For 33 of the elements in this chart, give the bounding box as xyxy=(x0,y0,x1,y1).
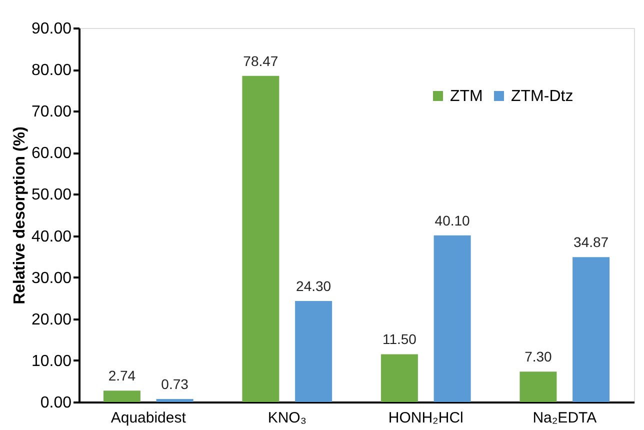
y-tick-label: 50.00 xyxy=(31,186,72,204)
data-label: 7.30 xyxy=(524,348,552,365)
legend-label: ZTM-Dtz xyxy=(511,88,574,105)
data-label: 24.30 xyxy=(296,278,332,294)
bar xyxy=(434,235,471,402)
y-tick-label: 80.00 xyxy=(31,62,72,80)
y-tick-label: 30.00 xyxy=(31,270,72,287)
y-tick-label: 60.00 xyxy=(31,145,72,162)
data-label: 11.50 xyxy=(382,331,417,348)
y-tick-label: 0.00 xyxy=(40,394,72,412)
data-label: 40.10 xyxy=(434,212,470,228)
y-tick-label: 10.00 xyxy=(31,352,72,370)
data-label: 0.73 xyxy=(161,376,189,392)
bar xyxy=(156,398,194,402)
y-tick-label: 90.00 xyxy=(31,20,72,38)
bar xyxy=(572,257,610,402)
x-tick-label: Na₂EDTA xyxy=(532,410,597,426)
y-tick-label: 20.00 xyxy=(31,311,72,328)
x-tick-label: Aquabidest xyxy=(110,410,187,426)
data-label: 78.47 xyxy=(243,52,278,69)
bar xyxy=(380,354,418,402)
y-tick-label: 40.00 xyxy=(31,228,72,246)
x-tick-label: HONH₂HCl xyxy=(388,410,464,426)
legend-label: ZTM xyxy=(450,88,483,105)
bar xyxy=(103,390,140,402)
y-axis-title: Relative desorption (%) xyxy=(11,126,28,304)
bar xyxy=(520,372,557,402)
data-label: 2.74 xyxy=(108,368,136,384)
x-tick-label: KNO₃ xyxy=(268,410,306,426)
y-tick-label: 70.00 xyxy=(31,104,72,121)
bar xyxy=(242,76,280,402)
bar xyxy=(295,301,332,402)
data-label: 34.87 xyxy=(574,234,609,250)
